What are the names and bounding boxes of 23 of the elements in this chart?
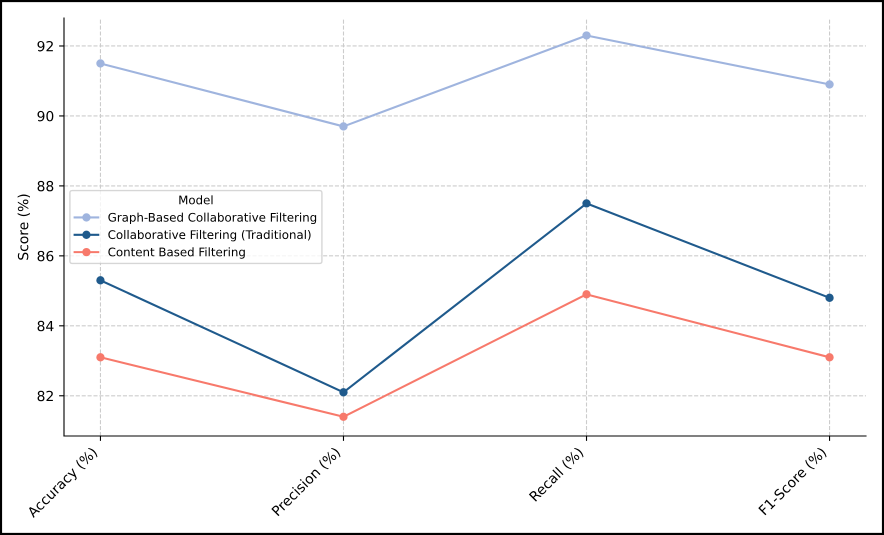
y-axis-title: Score (%)	[18, 194, 30, 260]
legend-label: Collaborative Filtering (Traditional)	[108, 230, 311, 242]
y-tick-label: 90	[37, 110, 54, 122]
point	[96, 353, 105, 362]
point	[582, 290, 591, 298]
legend-label: Content Based Filtering	[108, 247, 245, 259]
legend-title: Model	[179, 195, 213, 204]
point	[339, 388, 348, 396]
point	[825, 353, 834, 362]
point	[825, 294, 834, 302]
y-tick-label: 88	[38, 180, 54, 192]
y-tick-label: 84	[38, 320, 54, 332]
y-tick-label: 82	[38, 390, 53, 402]
point	[582, 199, 591, 208]
y-tick-label: 86	[38, 250, 54, 262]
point	[582, 31, 591, 40]
point	[825, 80, 834, 89]
legend-label: Graph-Based Collaborative Filtering	[108, 212, 316, 224]
y-tick-label: 92	[37, 40, 53, 52]
point	[339, 412, 348, 421]
point	[96, 276, 105, 285]
point	[339, 122, 348, 131]
point	[96, 59, 105, 68]
